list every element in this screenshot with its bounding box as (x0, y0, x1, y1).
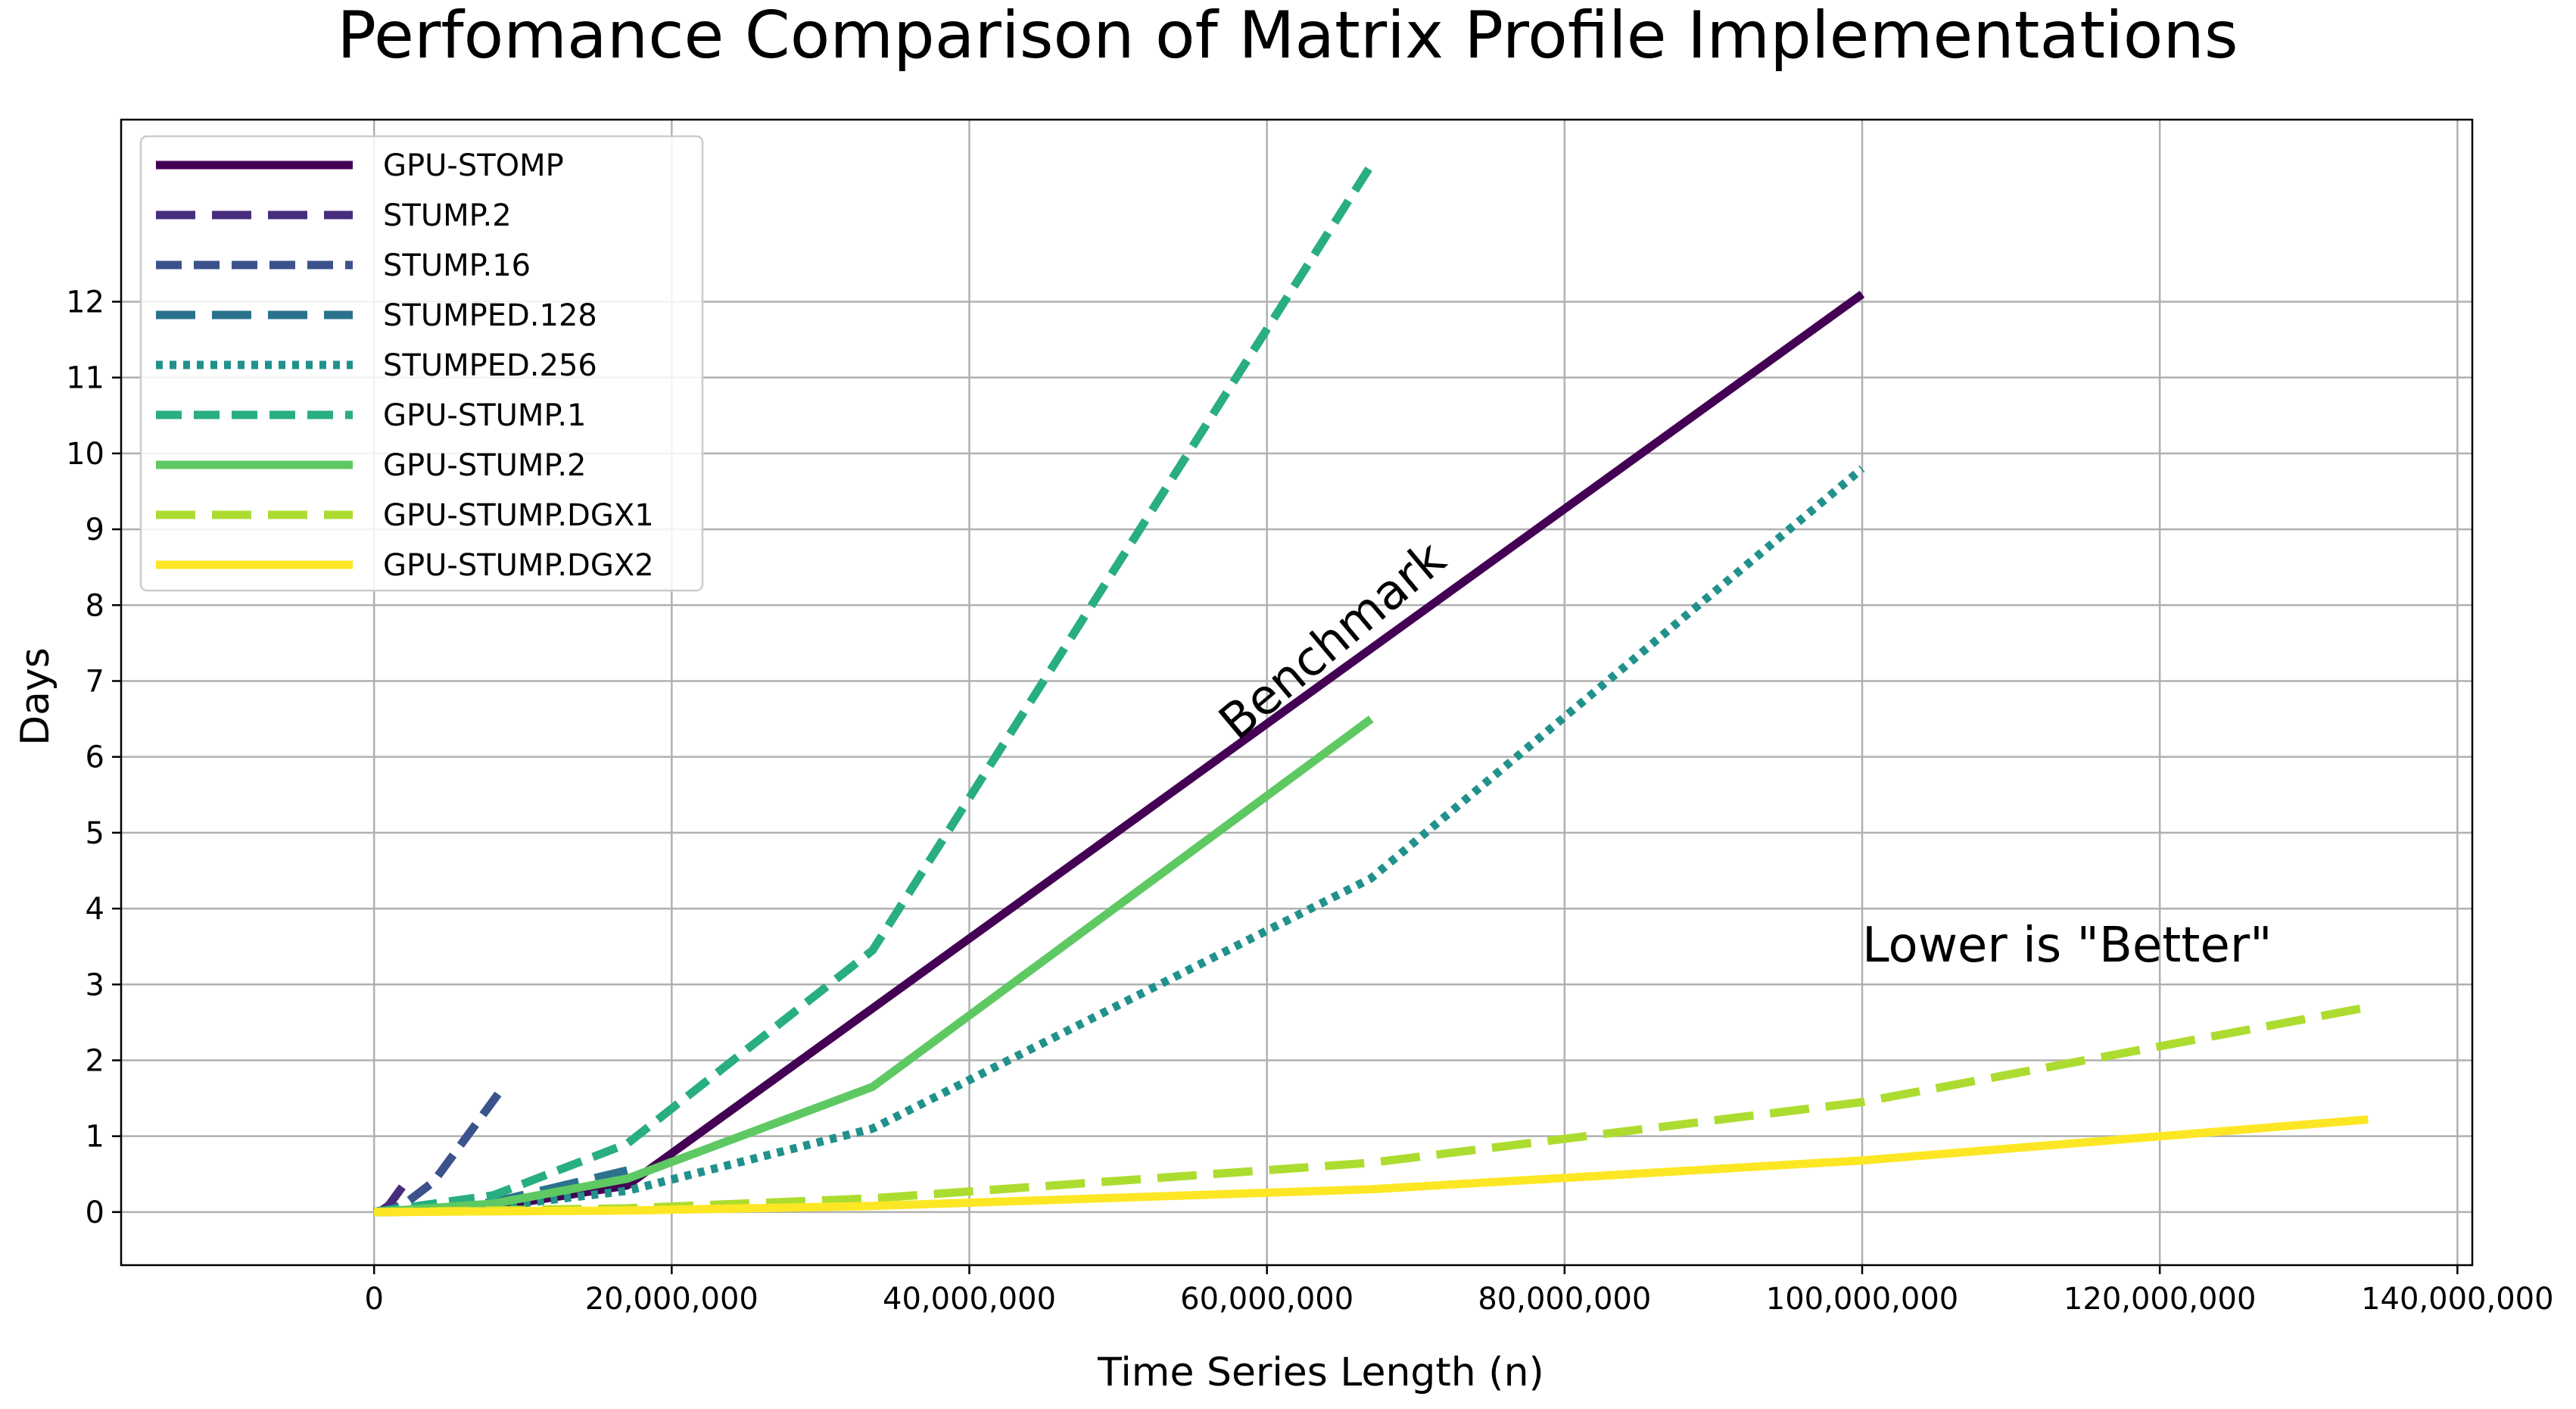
series-line-gpu-stump-dgx1 (374, 1002, 2369, 1217)
legend-label-gpu-stump-1: GPU-STUMP.1 (383, 398, 587, 433)
x-tick-label: 100,000,000 (1766, 1282, 1958, 1317)
grid (121, 120, 2472, 1265)
plot-area-frame (120, 118, 2474, 1267)
y-tick-label: 12 (66, 285, 104, 320)
y-tick-label: 7 (86, 664, 104, 699)
legend-label-gpu-stump-2: GPU-STUMP.2 (383, 448, 587, 483)
x-axis-label: Time Series Length (n) (1097, 1350, 1544, 1395)
y-tick-label: 9 (86, 513, 104, 547)
series-line-gpu-stump-dgx2 (374, 1115, 2369, 1217)
y-tick-label: 4 (86, 892, 104, 927)
x-tick-label: 140,000,000 (2361, 1282, 2553, 1317)
legend-label-stumped-256: STUMPED.256 (383, 348, 597, 383)
series-line-gpu-stump-2 (373, 715, 1374, 1217)
annotations: Benchmark Lower is "Better" (1209, 531, 2272, 974)
y-tick-label: 10 (66, 437, 104, 472)
series-lines (373, 163, 2369, 1217)
x-tick-label: 120,000,000 (2064, 1282, 2256, 1317)
x-tick-label: 0 (364, 1282, 383, 1317)
y-tick-label: 8 (86, 588, 104, 623)
y-tick-label: 2 (86, 1043, 104, 1078)
y-tick-label: 6 (86, 740, 104, 775)
series-line-gpu-stump-1 (373, 163, 1375, 1217)
y-tick-label: 0 (86, 1195, 104, 1230)
annotation-benchmark: Benchmark (1209, 531, 1456, 751)
y-tick-label: 3 (86, 968, 104, 1002)
legend-label-stump-2: STUMP.2 (383, 198, 512, 233)
legend-label-gpu-stump-dgx2: GPU-STUMP.DGX2 (383, 548, 654, 583)
x-tick-label: 20,000,000 (585, 1282, 758, 1317)
annotation-lower-is-better: Lower is "Better" (1862, 918, 2272, 974)
legend-label-gpu-stump-dgx1: GPU-STUMP.DGX1 (383, 498, 654, 533)
y-tick-label: 11 (66, 361, 104, 396)
x-tick-label: 60,000,000 (1180, 1282, 1353, 1317)
legend-box (139, 135, 704, 592)
y-axis-label: Days (13, 647, 58, 746)
legend: GPU-STOMP STUMP.2 STUMP.16 STUMPED.128 STUMP… (139, 135, 704, 592)
y-tick-label: 1 (86, 1120, 104, 1155)
legend-label-stump-16: STUMP.16 (383, 248, 531, 283)
x-axis-ticks: 0 20,000,000 40,000,000 60,000,000 80,000,00… (364, 1265, 2554, 1317)
x-tick-label: 80,000,000 (1478, 1282, 1651, 1317)
x-tick-label: 40,000,000 (883, 1282, 1056, 1317)
chart-title: Perfomance Comparison of Matrix Profile … (337, 0, 2238, 73)
legend-label-gpu-stomp: GPU-STOMP (383, 148, 564, 183)
legend-label-stumped-128: STUMPED.128 (383, 298, 597, 333)
y-tick-label: 5 (86, 816, 104, 851)
